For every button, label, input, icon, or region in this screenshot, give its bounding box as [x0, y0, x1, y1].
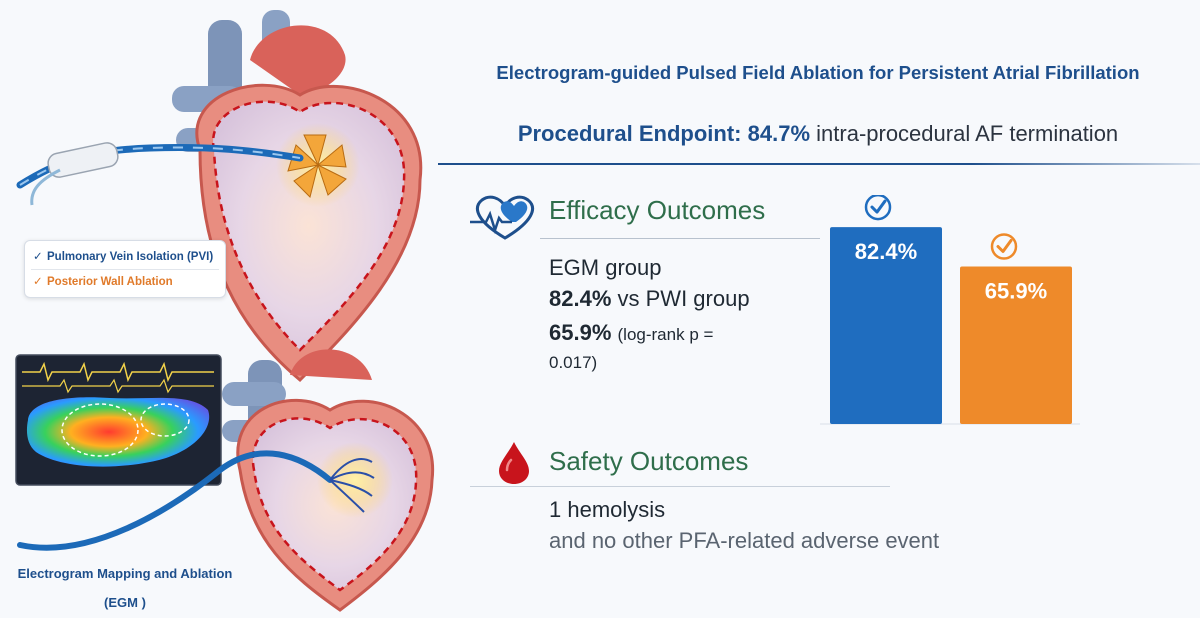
heart-rate-icon — [470, 195, 534, 240]
procedural-endpoint: Procedural Endpoint: 84.7% intra-procedu… — [442, 121, 1194, 147]
bottom-heart — [17, 349, 435, 612]
safety-line1: 1 hemolysis — [549, 497, 666, 522]
efficacy-line3: 65.9% (log-rank p = — [549, 320, 713, 346]
efficacy-line4: 0.017) — [549, 353, 598, 372]
legend-item-pwa: ✓ Posterior Wall Ablation — [33, 274, 173, 288]
safety-title: Safety Outcomes — [549, 446, 749, 476]
catheter-handle — [47, 142, 119, 178]
check-icon: ✓ — [33, 276, 43, 288]
pfa-catheter-tip — [287, 134, 347, 198]
endpoint-value: 84.7% — [747, 121, 811, 146]
egm-map-panel — [15, 354, 222, 486]
bar-label-egm: 82.4% — [855, 239, 917, 264]
page-title: Electrogram-guided Pulsed Field Ablation… — [496, 62, 1140, 83]
mapping-catheter — [17, 450, 333, 551]
endpoint-label: Procedural Endpoint: — [517, 121, 742, 146]
egm-trace — [22, 361, 214, 383]
basket-catheter — [329, 458, 375, 513]
activation-map — [26, 397, 210, 467]
blood-drop-icon — [499, 442, 529, 484]
safety-line2: and no other PFA-related adverse event — [549, 528, 940, 553]
heart-illustrations — [15, 10, 435, 612]
top-heart — [16, 10, 423, 383]
legend-divider — [31, 269, 219, 270]
efficacy-divider — [540, 238, 820, 239]
ablation-legend: ✓ Pulmonary Vein Isolation (PVI) ✓ Posteri… — [24, 240, 226, 298]
egm-caption-line2: (EGM ) — [104, 595, 146, 610]
efficacy-title: Efficacy Outcomes — [549, 195, 766, 225]
check-badge-pwi-icon — [990, 233, 1018, 260]
legend-pvi-label: Pulmonary Vein Isolation (PVI) — [47, 251, 214, 263]
check-icon: ✓ — [33, 251, 43, 263]
check-badge-egm-icon — [864, 195, 892, 221]
pwi-rate: 65.9% — [549, 320, 612, 345]
bar-egm — [830, 227, 942, 424]
header-divider — [438, 163, 1200, 165]
efficacy-bar-chart: 82.4% 65.9% — [820, 195, 1080, 425]
safety-divider — [470, 486, 890, 487]
efficacy-line3-rest: (log-rank p = — [617, 325, 714, 344]
bar-pwi — [960, 266, 1072, 424]
egm-caption-line1: Electrogram Mapping and Ablation — [17, 566, 233, 581]
egm-rate: 82.4% — [549, 286, 612, 311]
illustration-panel: ✓ Pulmonary Vein Isolation (PVI) ✓ Posteri… — [0, 0, 440, 618]
bar-label-pwi: 65.9% — [985, 278, 1047, 303]
endpoint-description: intra-procedural AF termination — [816, 121, 1119, 146]
efficacy-line1: EGM group — [549, 255, 662, 280]
efficacy-line2-rest: vs PWI group — [617, 286, 750, 311]
aorta — [250, 25, 346, 95]
efficacy-line2: 82.4% vs PWI group — [549, 286, 750, 312]
legend-pwa-label: Posterior Wall Ablation — [47, 276, 173, 288]
legend-item-pvi: ✓ Pulmonary Vein Isolation (PVI) — [33, 249, 213, 263]
